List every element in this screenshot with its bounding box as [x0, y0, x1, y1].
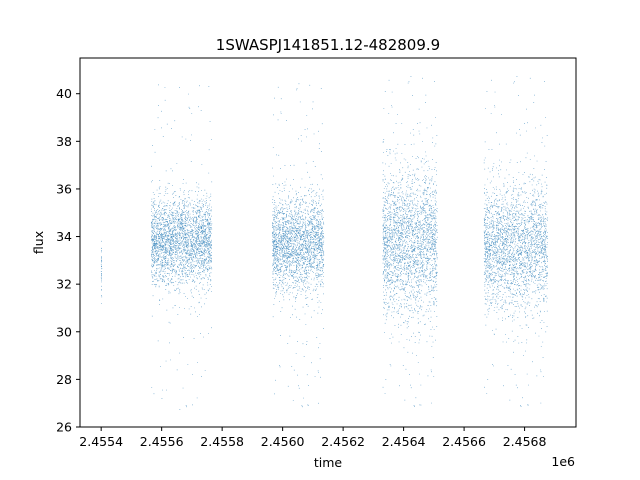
x-tick-label: 2.4568	[503, 434, 547, 449]
x-tick-label: 2.4560	[261, 434, 305, 449]
y-tick-label: 38	[56, 134, 72, 149]
y-tick-label: 32	[56, 277, 72, 292]
plot-frame	[79, 57, 577, 428]
data-point-cluster	[382, 76, 438, 408]
x-tick-label: 2.4564	[382, 434, 426, 449]
y-tick-label: 30	[56, 324, 72, 339]
x-tick-label: 2.4566	[442, 434, 486, 449]
data-point-cluster	[151, 84, 213, 410]
x-axis-offset-label: 1e6	[551, 454, 575, 469]
y-tick-label: 34	[56, 229, 72, 244]
x-tick-label: 2.4562	[321, 434, 365, 449]
chart-title: 1SWASPJ141851.12-482809.9	[216, 36, 440, 54]
x-tick-label: 2.4558	[200, 434, 244, 449]
x-tick-label: 2.4556	[140, 434, 184, 449]
data-points	[100, 76, 548, 410]
y-tick-label: 26	[56, 420, 72, 435]
data-point-cluster	[100, 240, 103, 304]
x-axis: 2.4554 2.4556 2.4558 2.4560 2.4562 2.4564 2.45…	[79, 427, 546, 449]
data-point-cluster	[483, 76, 548, 408]
y-axis-label: flux	[31, 231, 46, 254]
x-tick-label: 2.4554	[79, 434, 123, 449]
y-tick-label: 40	[56, 86, 72, 101]
y-axis: 26 28 30 32 34 36 38 40	[56, 86, 80, 435]
y-tick-label: 36	[56, 181, 72, 196]
y-tick-label: 28	[56, 372, 72, 387]
x-axis-label: time	[314, 455, 343, 470]
